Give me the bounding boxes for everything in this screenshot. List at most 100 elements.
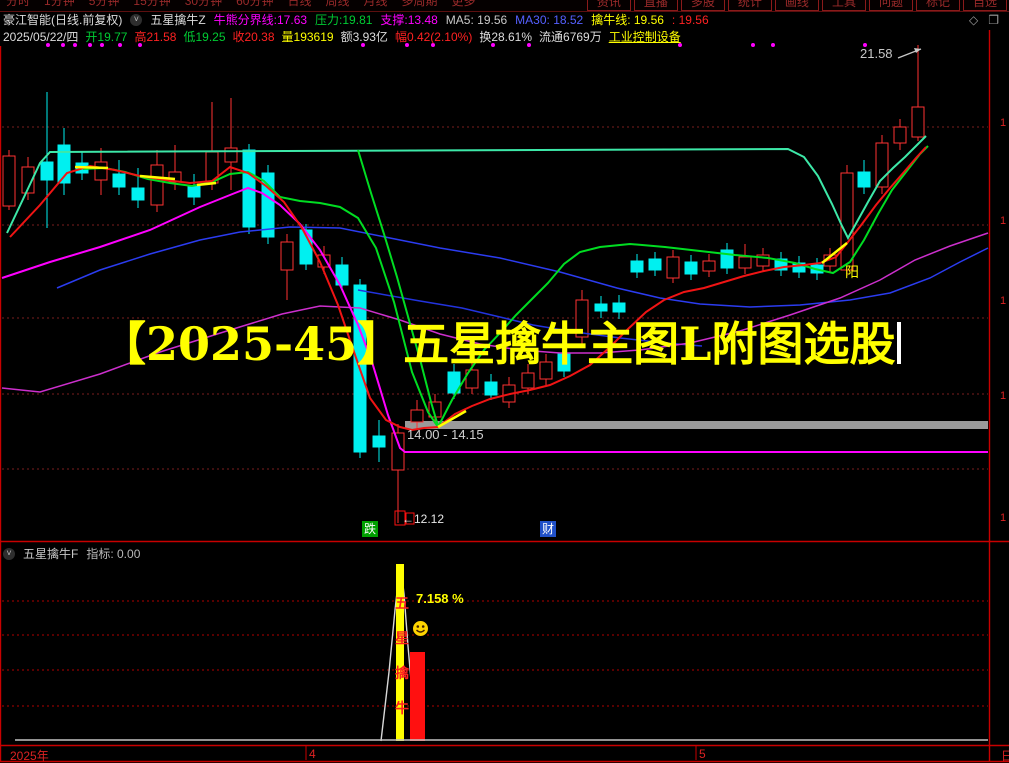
float-shares-value: 流通6769万 [539, 30, 602, 44]
signal-dot [100, 43, 104, 47]
candle-body [575, 299, 589, 338]
candle-body [630, 260, 644, 273]
period-tab[interactable]: 日线 [287, 0, 312, 8]
candle-body [702, 260, 716, 272]
toolbar-button[interactable]: 标记 [915, 0, 960, 11]
axis-month-tick-4: 4 [309, 747, 316, 761]
candle-body [410, 409, 424, 423]
date-ohlc-bar: 2025/05/22/四 开19.77 高21.58 低19.25 收20.38… [3, 29, 681, 44]
candle-body [21, 166, 35, 194]
candle-body [756, 254, 770, 267]
price-arrow-label: 21.58 [860, 46, 893, 61]
toolbar-button[interactable]: 工具 [821, 0, 866, 11]
price-band-label: 14.00 - 14.15 [407, 427, 484, 442]
banner-watermark: 【2025-45】五星擒牛主图L附图选股 [100, 308, 902, 374]
support-value: 支撑:13.48 [380, 13, 438, 27]
axis-right-clipped-label: 日 [1001, 749, 1009, 763]
period-tab[interactable]: 多周期 [401, 0, 438, 8]
cai-marker: 财 [540, 521, 556, 537]
toolbar-button[interactable]: 统计 [727, 0, 772, 11]
candle-body [539, 361, 553, 380]
signal-percent-label: 7.158 % [416, 591, 464, 606]
candle-body [684, 261, 698, 275]
collapse-sub-icon[interactable]: ˅ [3, 547, 15, 560]
candle-body [224, 147, 238, 163]
low-value: 低19.25 [183, 30, 226, 44]
price-arrow-head [914, 48, 921, 53]
toolbar-button[interactable]: 问题 [868, 0, 913, 11]
signal-char: 擒 [395, 665, 409, 681]
price-axis-label-clipped: 1 [1000, 295, 1007, 307]
signal-char: 星 [395, 630, 409, 646]
signal-dot [88, 43, 92, 47]
period-tab[interactable]: 1分钟 [44, 0, 75, 8]
toolbar-button[interactable]: 直播 [633, 0, 678, 11]
low-marker-box [394, 510, 406, 526]
volume-value: 量193619 [281, 30, 334, 44]
close-value: 收20.38 [232, 30, 275, 44]
sub-indicator-header: ˅ 五星擒牛F 指标: 0.00 [3, 545, 140, 562]
collapse-main-icon[interactable]: ˅ [130, 13, 143, 26]
toolbar-button[interactable]: 自选 [962, 0, 1007, 11]
industry-link[interactable]: 工业控制设备 [608, 30, 681, 44]
low-marker-box [405, 512, 415, 525]
candle-body [335, 264, 349, 286]
low-price-marker: ←12.12 [402, 512, 445, 526]
sub-indicator-title[interactable]: 五星擒牛F [23, 547, 79, 561]
ma5-value: MA5: 19.56 [445, 12, 508, 27]
banner-text: 【2025-45】五星擒牛主图L附图选股 [100, 317, 896, 371]
candle-body [112, 173, 126, 188]
toolbar-button[interactable]: 画线 [774, 0, 819, 11]
yellow-seg-line [196, 181, 217, 187]
smiley-icon [413, 621, 428, 636]
candle-body [612, 302, 626, 313]
yellow-seg-line [821, 242, 848, 264]
sub-indicator-value: 指标: 0.00 [86, 547, 141, 561]
candle-body [447, 371, 461, 394]
candle-body [774, 258, 788, 271]
ma30-value: MA30: 18.52 [515, 12, 584, 27]
price-axis-label-clipped: 1 [1000, 512, 1007, 524]
pressure-value: 压力:19.81 [315, 13, 373, 27]
candle-body [2, 155, 16, 207]
main-indicator-name[interactable]: 五星擒牛Z [150, 13, 206, 27]
signal-dot [431, 43, 435, 47]
signal-dot [678, 43, 682, 47]
signal-dot [361, 43, 365, 47]
red-ma-line [9, 146, 927, 432]
indicator-info-bar: 豪江智能(日线.前复权) ˅ 五星擒牛Z 牛熊分界线:17.63 压力:19.8… [3, 12, 1005, 28]
period-tab[interactable]: 分时 [6, 0, 31, 8]
diamond-icon[interactable]: ◇ [969, 12, 979, 27]
bull-bear-line-value: 牛熊分界线:17.63 [213, 13, 308, 27]
period-tab[interactable]: 5分钟 [88, 0, 120, 8]
toolbar-button[interactable]: 资讯 [586, 0, 631, 11]
blue-ma2-line [357, 289, 703, 347]
candle-body [666, 256, 680, 279]
yellow-seg-line [74, 165, 109, 170]
period-tab[interactable]: 更多 [451, 0, 476, 8]
signal-char: 五 [395, 595, 409, 611]
period-tab[interactable]: 60分钟 [236, 0, 274, 8]
open-value: 开19.77 [85, 30, 128, 44]
period-tabs: 分时 1分钟 5分钟 15分钟 30分钟 60分钟 日线 周线 月线 多周期 更多 [0, 0, 476, 11]
toolbar-button[interactable]: 多股 [680, 0, 725, 11]
window-icon[interactable]: ❐ [988, 12, 999, 27]
candle-body [280, 241, 294, 271]
green-ma-line [82, 145, 929, 429]
signal-dot [118, 43, 122, 47]
aqua-channel-line [6, 135, 927, 241]
die-marker: 跌 [362, 521, 378, 537]
blue-ma-line [56, 226, 989, 308]
signal-dot [61, 43, 65, 47]
period-tab[interactable]: 月线 [363, 0, 388, 8]
period-tab[interactable]: 周线 [325, 0, 350, 8]
stock-name: 豪江智能(日线.前复权) [3, 13, 123, 27]
candle-body [187, 185, 201, 198]
candle-body [150, 164, 164, 206]
axis-month-tick-5: 5 [699, 747, 706, 761]
period-tab[interactable]: 15分钟 [133, 0, 171, 8]
period-tab[interactable]: 30分钟 [184, 0, 223, 8]
green-ma-steep-line [357, 149, 439, 427]
